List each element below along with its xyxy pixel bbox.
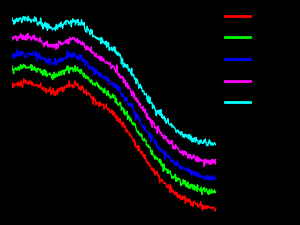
Legend: , , , , : , , , ,	[225, 9, 251, 110]
